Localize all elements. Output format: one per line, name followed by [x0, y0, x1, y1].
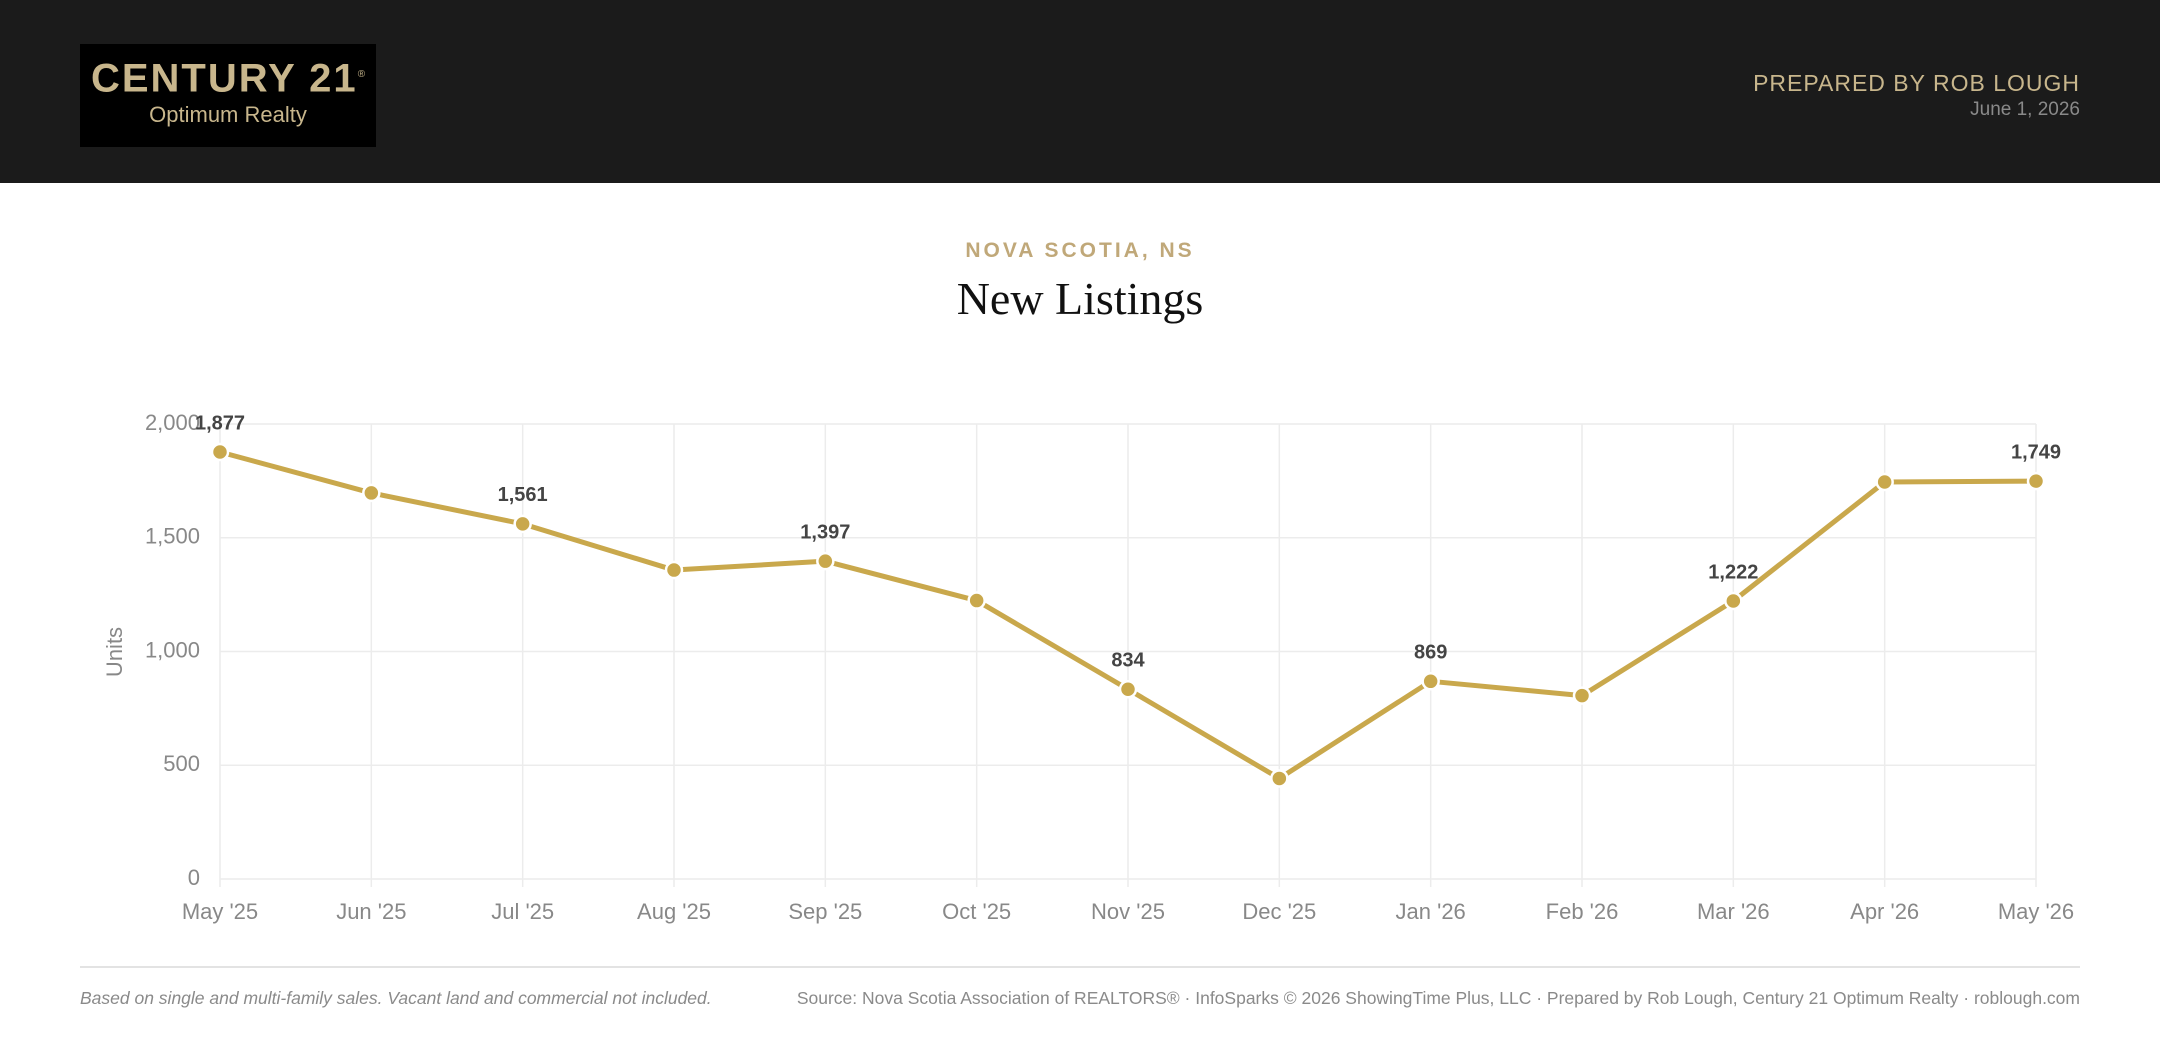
x-tick-label: Oct '25: [942, 899, 1011, 924]
x-tick-label: May '26: [1998, 899, 2074, 924]
y-tick-label: 1,000: [145, 637, 200, 662]
prepared-by: PREPARED BY ROB LOUGH: [1753, 70, 2080, 96]
point: [1875, 472, 1894, 492]
x-tick-label: Aug '25: [637, 899, 711, 924]
point: [664, 560, 684, 580]
x-tick-label: Jul '25: [491, 899, 554, 924]
point: [513, 514, 532, 534]
value-label: 869: [1414, 642, 1447, 664]
y-tick-label: 500: [163, 751, 200, 776]
point: [1421, 672, 1440, 691]
value-label: 1,561: [498, 484, 548, 506]
logo: CENTURY 21® Optimum Realty: [80, 44, 376, 147]
value-label: 1,877: [195, 412, 245, 434]
y-tick-label: 2,000: [145, 410, 200, 435]
point: [1572, 686, 1592, 705]
value-label: 1,749: [2011, 441, 2061, 463]
chart: Units 0 500 1,000 1,500 2,000 May '25 Jun '25 J…: [102, 410, 2074, 924]
y-tick-label: 0: [188, 865, 200, 890]
value-label: 834: [1111, 650, 1145, 672]
x-tick-label: Apr '26: [1850, 899, 1919, 924]
x-tick-label: Sep '25: [788, 899, 862, 924]
point: [1724, 591, 1743, 611]
header: CENTURY 21® Optimum Realty PREPARED BY R…: [0, 0, 2160, 183]
logo-brand: CENTURY 21: [90, 56, 358, 101]
x-tick-label: Feb '26: [1546, 899, 1619, 924]
y-axis-label: Units: [102, 627, 127, 677]
value-label: 1,222: [1708, 561, 1758, 583]
point: [362, 483, 381, 503]
x-tick-label: Jun '25: [336, 899, 406, 924]
x-tick-label: Jan '26: [1396, 899, 1466, 924]
x-tick-label: May '25: [182, 899, 258, 924]
x-tick-label: Nov '25: [1091, 899, 1165, 924]
footer-note: Based on single and multi-family sales. …: [80, 988, 712, 1008]
footer-source: Source: Nova Scotia Association of REALT…: [796, 988, 2080, 1008]
point: [210, 442, 230, 462]
logo-mark: ®: [357, 69, 366, 80]
chart-subtitle: NOVA SCOTIA, NS: [965, 239, 1195, 262]
point: [816, 551, 835, 571]
point: [1118, 680, 1138, 699]
value-label: 1,397: [800, 521, 850, 543]
footer-rule: [80, 966, 2080, 968]
chart-title: New Listings: [956, 273, 1204, 324]
logo-office: Optimum Realty: [149, 102, 307, 128]
point: [967, 591, 986, 610]
y-tick-label: 1,500: [145, 524, 200, 549]
x-tick-label: Dec '25: [1242, 899, 1316, 924]
date: June 1, 2026: [1970, 99, 2080, 120]
point: [2026, 471, 2046, 491]
point: [1270, 769, 1289, 788]
x-tick-label: Mar '26: [1697, 899, 1770, 924]
